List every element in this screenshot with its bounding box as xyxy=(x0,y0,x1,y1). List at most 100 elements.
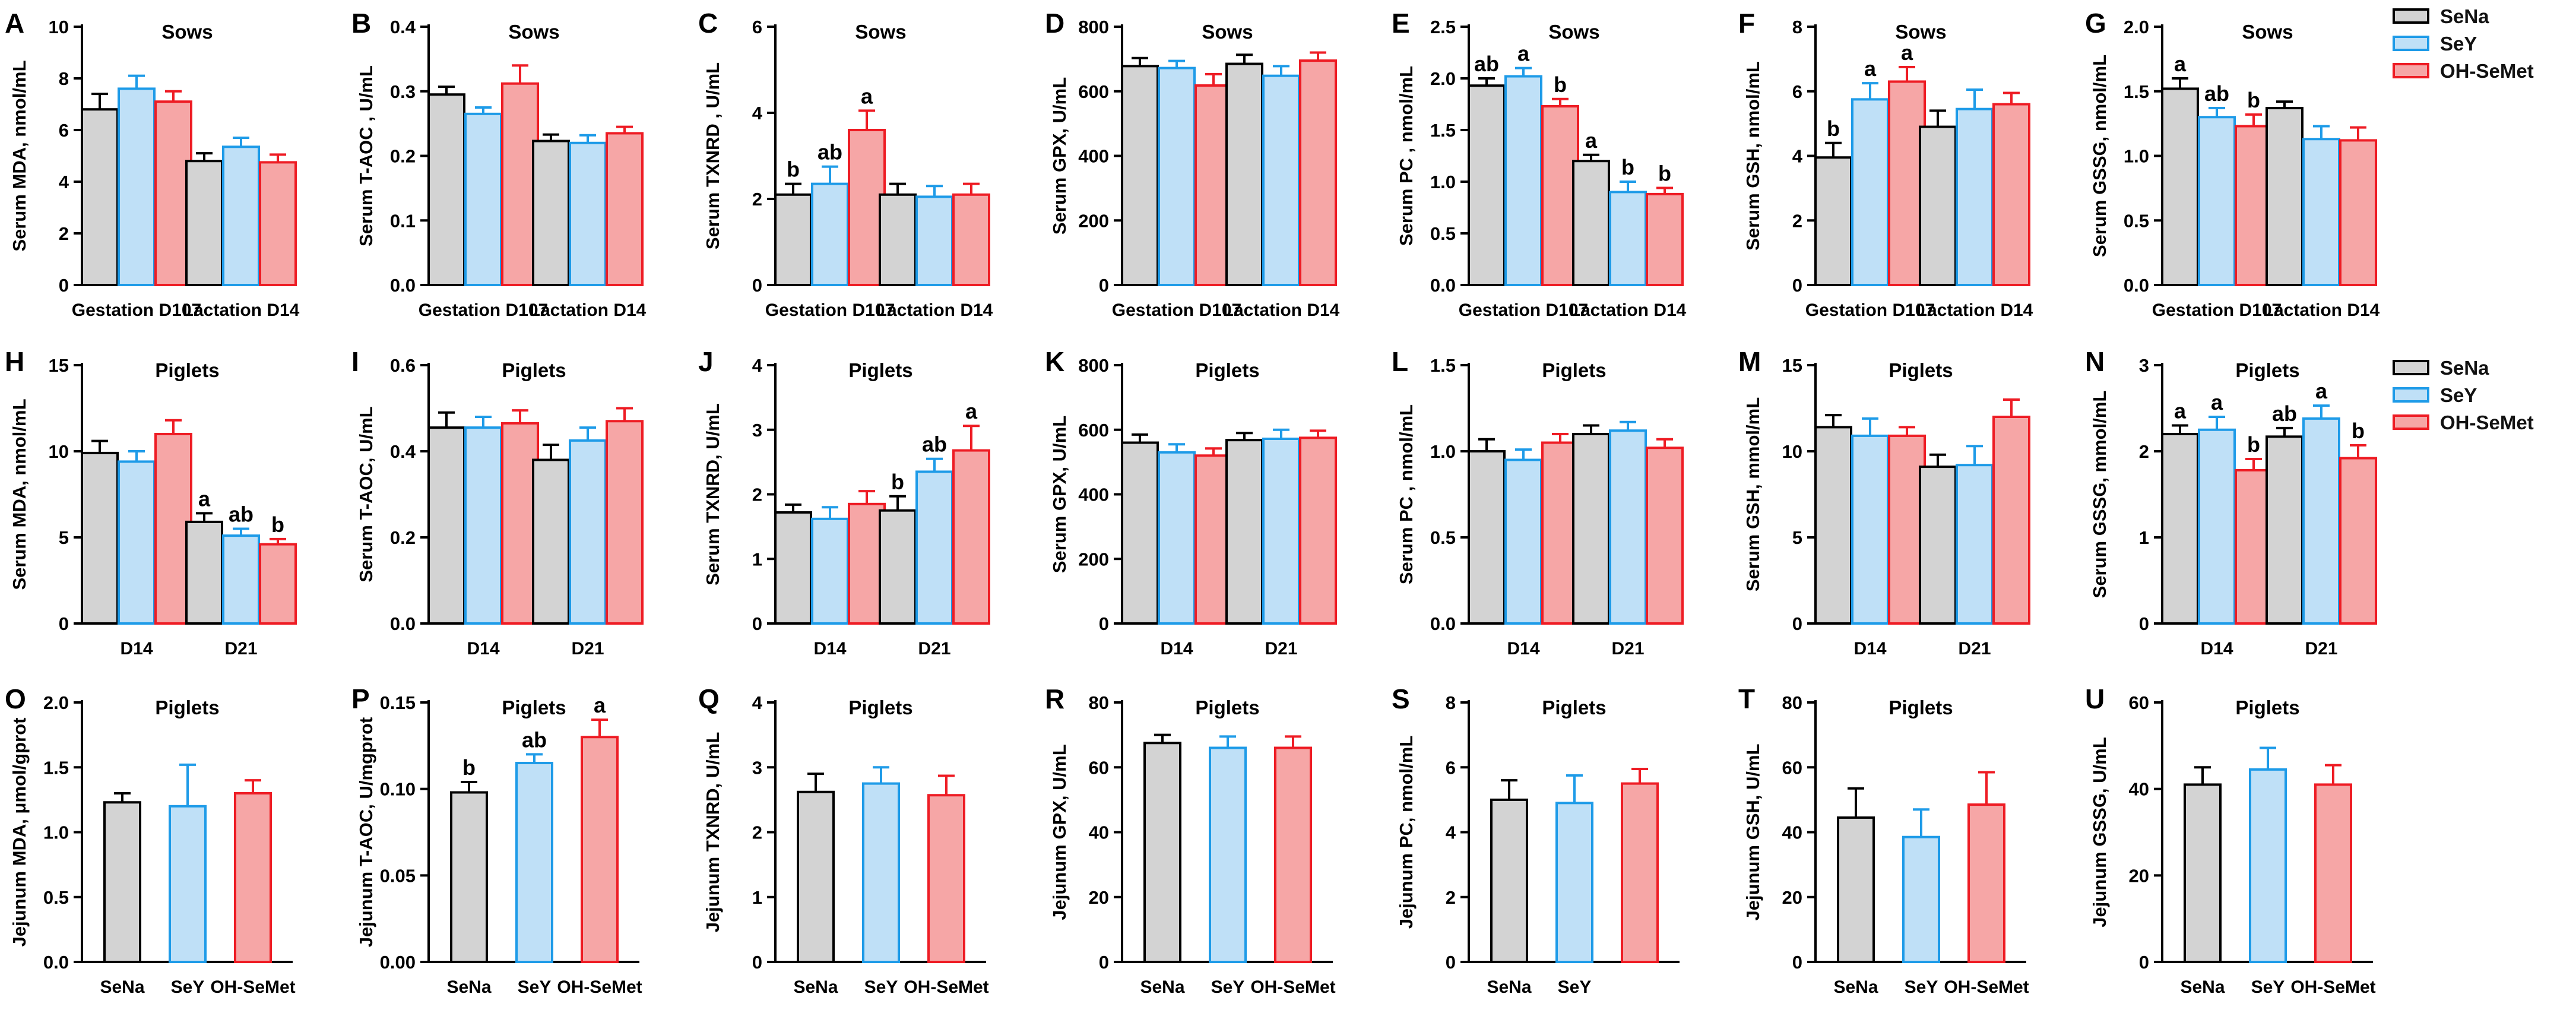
x-tick-label-s-1: SeY xyxy=(1558,977,1592,997)
panel-letter-g: G xyxy=(2085,8,2106,39)
bar-c-s2-c1 xyxy=(952,193,990,286)
bar-i-s0-c0 xyxy=(427,426,465,625)
y-tick-label-t-2: 40 xyxy=(1782,822,1802,843)
panel-title-l: Piglets xyxy=(1542,359,1606,381)
x-tick-label-m-1: D21 xyxy=(1958,639,1991,659)
y-tick-label-b-0: 0.0 xyxy=(390,275,416,296)
y-axis-label-e: Serum PC , nmol/mL xyxy=(1396,66,1417,246)
legend-label-sena: SeNa xyxy=(2440,5,2489,27)
panel-letter-i: I xyxy=(351,346,359,377)
sig-letter-f-s0-c0: b xyxy=(1827,116,1840,141)
bar-n-s2-c1 xyxy=(2339,457,2377,625)
y-tick-label-q-3: 3 xyxy=(752,757,762,778)
bar-p-s0-c0 xyxy=(450,791,488,963)
x-tick-label-n-1: D21 xyxy=(2305,639,2337,659)
y-tick-label-g-2: 1.0 xyxy=(2124,146,2149,167)
panel-letter-c: C xyxy=(698,8,718,39)
sig-letter-p-s2-c0: a xyxy=(594,693,606,717)
y-tick-label-n-2: 2 xyxy=(2139,441,2149,462)
x-tick-label-o-2: OH-SeMet xyxy=(210,977,295,997)
bar-e-s0-c1 xyxy=(1572,160,1610,287)
bar-i-s0-c1 xyxy=(532,458,570,625)
x-tick-label-h-1: D21 xyxy=(224,639,257,659)
y-tick-label-m-3: 15 xyxy=(1782,355,1802,376)
sig-letter-e-s0-c0: ab xyxy=(1474,52,1499,76)
y-tick-label-s-4: 8 xyxy=(1446,692,1456,713)
y-axis-label-d: Serum GPX, U/mL xyxy=(1049,77,1070,235)
y-axis-label-l: Serum PC , nmol/mL xyxy=(1396,404,1417,584)
y-tick-label-a-0: 0 xyxy=(59,275,69,296)
bar-k-s1-c1 xyxy=(1262,437,1300,625)
bar-p-s2-c0 xyxy=(581,736,619,964)
y-tick-label-g-0: 0.0 xyxy=(2124,275,2149,296)
panel-letter-p: P xyxy=(351,683,370,714)
x-tick-label-t-0: SeNa xyxy=(1833,977,1878,997)
y-tick-label-c-3: 6 xyxy=(752,17,762,37)
y-tick-label-a-5: 10 xyxy=(49,17,69,37)
panel-letter-m: M xyxy=(1738,346,1761,377)
y-tick-label-k-2: 400 xyxy=(1078,485,1109,505)
x-tick-label-r-2: OH-SeMet xyxy=(1250,977,1335,997)
x-tick-label-k-1: D21 xyxy=(1265,639,1297,659)
x-tick-label-c-1: Lactation D14 xyxy=(876,300,993,320)
sig-letter-c-s0-c0: b xyxy=(787,157,800,182)
bar-n-s1-c0 xyxy=(2198,428,2236,625)
y-axis-label-k: Serum GPX, U/mL xyxy=(1049,416,1070,573)
y-tick-label-a-3: 6 xyxy=(59,120,69,141)
panel-letter-l: L xyxy=(1392,346,1408,377)
bar-s-s2-c0 xyxy=(1621,782,1659,963)
x-tick-label-u-1: SeY xyxy=(2251,977,2285,997)
y-tick-label-q-1: 1 xyxy=(752,887,762,908)
x-tick-label-q-1: SeY xyxy=(864,977,898,997)
y-tick-label-b-1: 0.1 xyxy=(390,210,416,231)
x-tick-label-p-1: SeY xyxy=(518,977,552,997)
x-tick-label-n-0: D14 xyxy=(2200,639,2233,659)
y-tick-label-r-3: 60 xyxy=(1089,757,1109,778)
bar-h-s2-c1 xyxy=(259,543,297,625)
x-tick-label-u-2: OH-SeMet xyxy=(2290,977,2375,997)
y-tick-label-r-0: 0 xyxy=(1099,952,1109,973)
panel-letter-a: A xyxy=(5,8,24,39)
bar-q-s2-c0 xyxy=(927,794,965,964)
bar-i-s1-c1 xyxy=(569,439,607,625)
sig-letter-g-s0-c0: a xyxy=(2174,52,2187,76)
x-tick-label-i-1: D21 xyxy=(571,639,604,659)
x-tick-label-i-0: D14 xyxy=(467,639,499,659)
bar-n-s0-c1 xyxy=(2266,435,2303,625)
bar-s-s1-c0 xyxy=(1555,802,1593,964)
y-tick-label-t-1: 20 xyxy=(1782,887,1802,908)
legend-label-oh-semet-2: OH-SeMet xyxy=(2440,411,2534,433)
x-tick-label-g-1: Lactation D14 xyxy=(2263,300,2380,320)
bar-t-s2-c0 xyxy=(1967,803,2005,963)
bar-p-s1-c0 xyxy=(515,761,553,963)
panel-letter-t: T xyxy=(1738,683,1755,714)
y-tick-label-c-0: 0 xyxy=(752,275,762,296)
panel-title-f: Sows xyxy=(1895,21,1946,43)
y-tick-label-s-2: 4 xyxy=(1446,822,1456,843)
bar-u-s0-c0 xyxy=(2184,783,2222,963)
sig-letter-e-s2-c1: b xyxy=(1658,161,1671,185)
bar-g-s2-c1 xyxy=(2339,139,2377,286)
bar-d-s1-c0 xyxy=(1158,67,1196,286)
bar-a-s1-c1 xyxy=(222,145,260,286)
y-tick-label-j-1: 1 xyxy=(752,549,762,569)
panel-letter-h: H xyxy=(5,346,24,377)
sig-letter-n-s1-c0: a xyxy=(2211,390,2223,414)
x-tick-label-j-1: D21 xyxy=(918,639,950,659)
panel-letter-o: O xyxy=(5,683,26,714)
sig-letter-g-s1-c0: ab xyxy=(2204,81,2229,106)
y-axis-label-q: Jejunum TXNRD, U/mL xyxy=(702,732,723,933)
sig-letter-p-s0-c0: b xyxy=(462,755,476,780)
bar-d-s1-c1 xyxy=(1262,74,1300,287)
y-tick-label-u-2: 40 xyxy=(2129,779,2149,800)
y-tick-label-j-4: 4 xyxy=(752,355,763,376)
y-tick-label-d-4: 800 xyxy=(1078,17,1109,37)
panel-letter-u: U xyxy=(2085,683,2105,714)
y-tick-label-l-1: 0.5 xyxy=(1430,527,1456,548)
y-tick-label-i-0: 0.0 xyxy=(390,613,416,634)
x-tick-label-d-1: Lactation D14 xyxy=(1223,300,1340,320)
x-tick-label-k-0: D14 xyxy=(1160,639,1193,659)
bar-d-s2-c1 xyxy=(1299,59,1337,286)
legend-swatch-sena xyxy=(2393,8,2429,24)
bar-l-s2-c1 xyxy=(1646,447,1684,625)
